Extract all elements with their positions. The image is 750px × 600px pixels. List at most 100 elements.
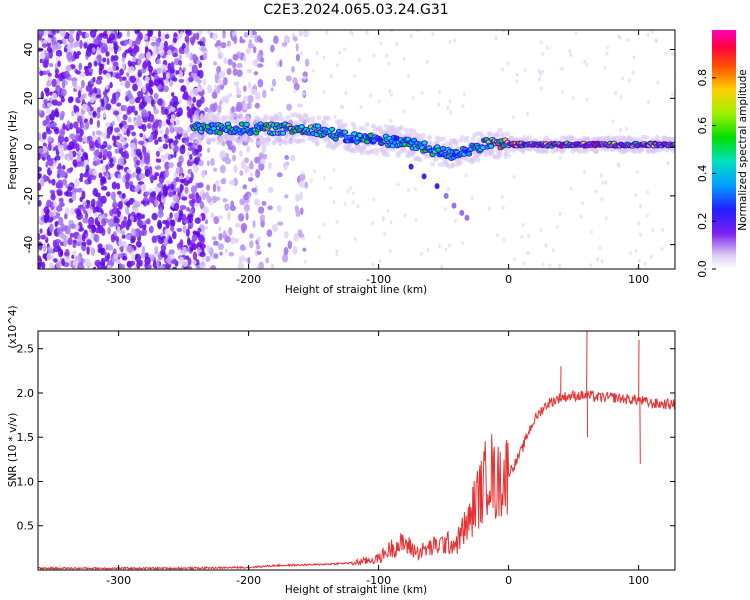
noise-dot <box>158 129 164 135</box>
noise-dot <box>54 221 58 228</box>
noise-dot <box>317 235 321 240</box>
noise-dot <box>217 51 224 60</box>
noise-dot <box>86 135 93 142</box>
noise-dot <box>222 33 226 39</box>
noise-dot <box>444 247 448 252</box>
noise-dot <box>175 70 180 75</box>
noise-dot <box>261 144 267 153</box>
noise-dot <box>199 200 205 210</box>
noise-dot <box>138 172 146 180</box>
noise-dot <box>52 210 57 217</box>
noise-dot <box>188 99 193 107</box>
noise-dot <box>81 93 87 99</box>
noise-dot <box>179 249 184 255</box>
noise-dot <box>299 77 303 82</box>
noise-dot <box>199 235 206 245</box>
noise-dot <box>210 157 215 166</box>
noise-dot <box>636 169 640 174</box>
track-halo <box>384 152 390 158</box>
colorbar-tick-label-2: 0.4 <box>696 165 709 183</box>
track-halo <box>476 137 482 143</box>
noise-dot <box>312 68 316 73</box>
track-halo <box>303 113 309 119</box>
noise-dot <box>165 257 172 264</box>
noise-dot <box>56 78 60 86</box>
noise-dot <box>119 68 124 76</box>
noise-dot <box>187 257 192 266</box>
noise-dot <box>106 126 113 136</box>
noise-dot <box>454 218 458 223</box>
noise-dot <box>246 103 251 110</box>
noise-dot <box>53 199 57 208</box>
colorbar-tick-label-1: 0.2 <box>696 212 709 230</box>
noise-dot <box>218 79 224 86</box>
noise-dot <box>134 110 138 116</box>
noise-dot <box>183 91 189 101</box>
track-core <box>466 152 472 156</box>
noise-dot <box>47 246 53 251</box>
noise-dot <box>506 61 510 66</box>
noise-dot <box>168 162 174 168</box>
track-core <box>329 127 335 132</box>
noise-dot <box>116 115 121 123</box>
noise-dot <box>246 145 251 153</box>
noise-dot <box>175 167 180 175</box>
noise-dot <box>379 41 383 46</box>
noise-dot <box>47 43 51 48</box>
noise-dot <box>390 30 394 33</box>
noise-dot <box>676 189 679 193</box>
noise-dot <box>352 191 356 196</box>
noise-dot <box>660 227 664 232</box>
noise-dot <box>136 80 143 87</box>
noise-dot <box>140 184 147 192</box>
noise-dot <box>625 126 629 131</box>
noise-dot <box>638 232 642 237</box>
noise-dot <box>125 180 130 190</box>
noise-dot <box>189 246 194 252</box>
noise-dot <box>173 140 178 147</box>
snr-x-ticks: -300 -200 -100 0 100 <box>106 331 649 587</box>
noise-dot <box>71 80 78 87</box>
noise-dot <box>168 236 173 243</box>
noise-dot <box>84 32 90 38</box>
track-halo <box>316 115 322 121</box>
noise-dot <box>167 154 171 161</box>
noise-dot <box>100 159 104 164</box>
noise-dot <box>153 133 158 140</box>
noise-dot <box>558 263 562 268</box>
noise-dot <box>192 96 197 103</box>
noise-dot <box>77 115 83 124</box>
noise-dot <box>585 97 589 102</box>
noise-dot <box>127 47 133 54</box>
noise-dot <box>302 91 306 96</box>
noise-dot <box>116 135 120 140</box>
noise-dot <box>230 236 236 245</box>
noise-dot <box>199 243 206 249</box>
noise-dot <box>343 47 347 52</box>
noise-dot <box>40 234 46 240</box>
spectrogram-x-ticks: -300 -200 -100 0 100 <box>106 30 649 286</box>
track-tail <box>421 173 427 180</box>
noise-dot <box>302 75 306 80</box>
track-core <box>402 142 407 147</box>
noise-dot <box>58 197 64 203</box>
noise-dot <box>213 240 219 246</box>
noise-dot <box>140 251 146 259</box>
noise-dot <box>169 219 175 227</box>
noise-dot <box>105 51 110 57</box>
noise-dot <box>61 37 67 45</box>
noise-dot <box>109 173 114 178</box>
noise-dot <box>72 242 77 249</box>
colorbar-tick-label-0: 0.0 <box>696 260 709 278</box>
noise-dot <box>57 60 61 68</box>
noise-dot <box>637 258 641 263</box>
noise-dot <box>50 165 54 172</box>
noise-dot <box>296 103 303 108</box>
noise-dot <box>247 43 254 49</box>
track-core <box>253 131 259 135</box>
track-halo <box>232 112 238 118</box>
track-halo <box>430 161 436 167</box>
track-halo <box>275 136 281 142</box>
noise-dot <box>583 59 587 64</box>
noise-dot <box>44 52 50 58</box>
